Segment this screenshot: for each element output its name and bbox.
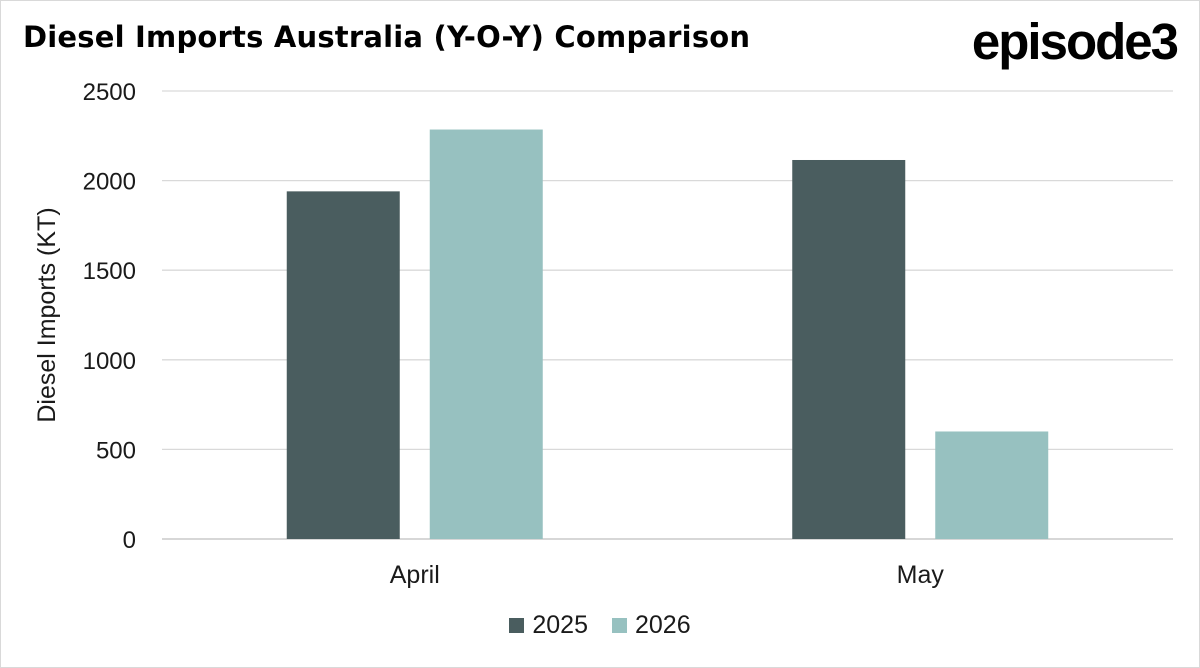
x-axis-categories: April May <box>390 561 945 589</box>
legend-label: 2026 <box>635 611 691 639</box>
bar-april-2025 <box>286 191 400 540</box>
legend-swatch <box>509 618 525 633</box>
y-tick-label: 2000 <box>83 169 136 196</box>
brand-logo: episode3 <box>971 13 1179 70</box>
bar-april-2026 <box>429 129 543 539</box>
y-tick-label: 1500 <box>83 258 136 285</box>
y-tick-label: 1000 <box>83 348 136 375</box>
y-tick-label: 2500 <box>83 79 136 106</box>
y-axis-ticks: 0 500 1000 1500 2000 2500 <box>83 79 136 554</box>
y-axis-label: Diesel Imports (KT) <box>33 207 61 422</box>
bars <box>286 129 1049 540</box>
legend-item: 2026 <box>612 611 691 640</box>
bar-may-2026 <box>935 431 1049 539</box>
chart-title: Diesel Imports Australia (Y-O-Y) Compari… <box>23 20 751 54</box>
x-category-label: April <box>390 561 440 589</box>
legend-swatch <box>612 618 627 633</box>
legend-item: 2025 <box>509 611 588 640</box>
legend: 2025 2026 <box>0 611 1200 640</box>
x-category-label: May <box>897 561 945 589</box>
bar-may-2025 <box>792 159 906 539</box>
y-tick-label: 500 <box>96 437 136 464</box>
y-tick-label: 0 <box>123 527 136 554</box>
legend-label: 2025 <box>532 611 588 639</box>
